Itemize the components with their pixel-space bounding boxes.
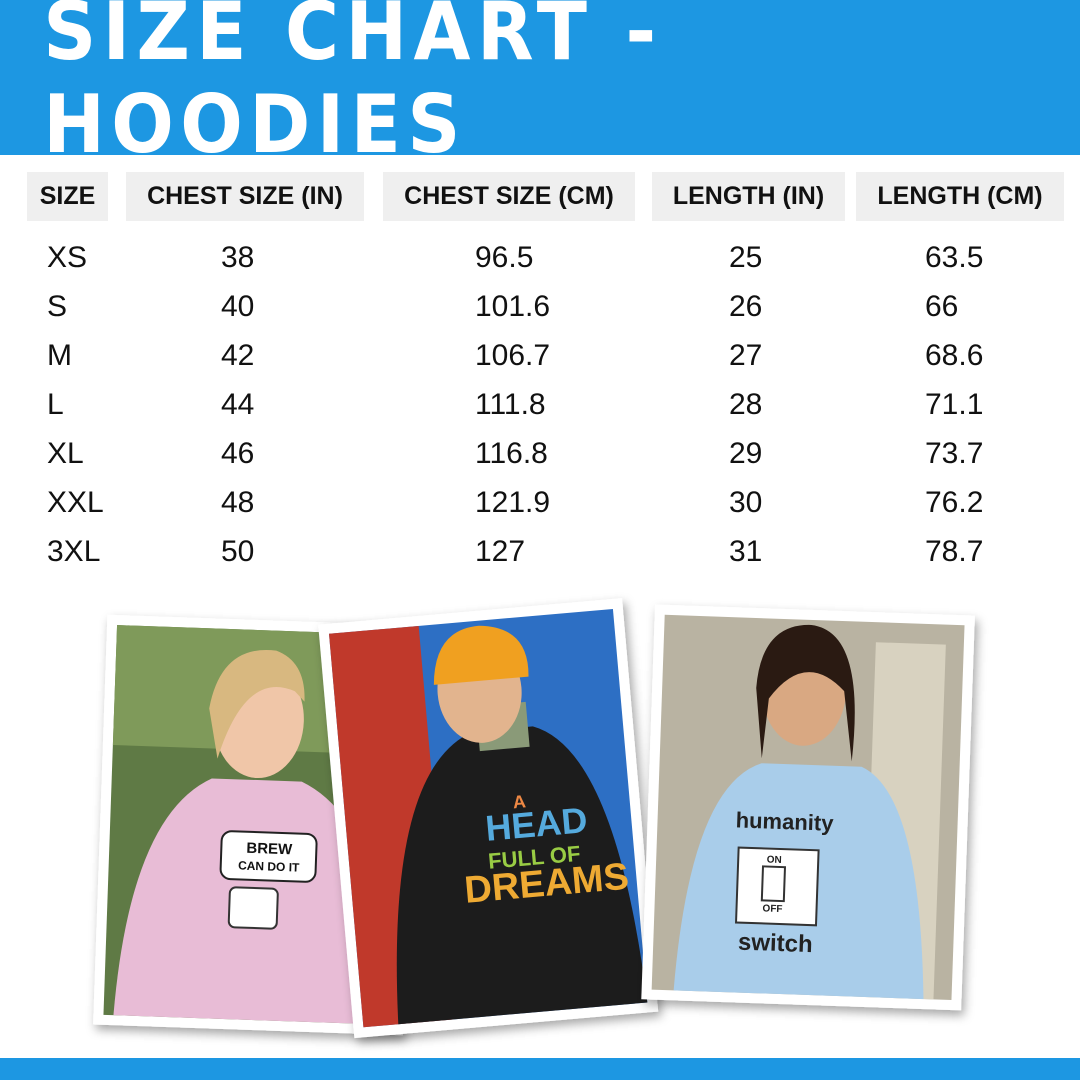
hoodie-print: humanity xyxy=(735,807,834,835)
measurement: 71.1 xyxy=(925,388,984,421)
measurement: 42 xyxy=(221,339,255,372)
measurement: 121.9 xyxy=(475,486,551,519)
footer-bar xyxy=(0,1058,1080,1080)
column-header: CHEST SIZE (IN) xyxy=(126,172,364,221)
size-label: XXL xyxy=(47,486,104,519)
measurement: 63.5 xyxy=(925,241,984,274)
measurement: 30 xyxy=(729,486,763,519)
measurement: 29 xyxy=(729,437,763,470)
size-label: XS xyxy=(47,241,88,274)
measurement: 76.2 xyxy=(925,486,984,519)
hoodie-print: A xyxy=(512,791,527,812)
size-label: M xyxy=(47,339,72,372)
measurement: 127 xyxy=(475,535,526,568)
measurement: 26 xyxy=(729,290,763,323)
measurement: 50 xyxy=(221,535,255,568)
measurement: 116.8 xyxy=(475,437,548,470)
column-header: LENGTH (IN) xyxy=(652,172,845,221)
column-header: SIZE xyxy=(27,172,108,221)
hoodie-print: CAN DO IT xyxy=(238,858,300,874)
measurement: 101.6 xyxy=(475,290,551,323)
measurement: 73.7 xyxy=(925,437,984,470)
measurement: 48 xyxy=(221,486,255,519)
hoodie-print: HEAD xyxy=(484,799,589,849)
measurement: 96.5 xyxy=(475,241,534,274)
size-label: XL xyxy=(47,437,84,470)
measurement: 78.7 xyxy=(925,535,984,568)
size-label: S xyxy=(47,290,68,323)
hoodie-print: ON xyxy=(767,855,782,867)
measurement: 44 xyxy=(221,388,255,421)
column-header: LENGTH (CM) xyxy=(856,172,1064,221)
measurement: 66 xyxy=(925,290,959,323)
size-label: 3XL xyxy=(47,535,101,568)
measurement: 27 xyxy=(729,339,763,372)
measurement: 38 xyxy=(221,241,255,274)
measurement: 68.6 xyxy=(925,339,984,372)
measurement: 106.7 xyxy=(475,339,551,372)
measurement: 111.8 xyxy=(475,388,546,421)
column-header: CHEST SIZE (CM) xyxy=(383,172,635,221)
photo-frame: humanity ON OFF switch xyxy=(641,604,975,1011)
title: SIZE CHART - HOODIES xyxy=(43,0,663,171)
measurement: 28 xyxy=(729,388,763,421)
hoodie-print: OFF xyxy=(762,903,782,915)
hoodie-print: switch xyxy=(738,929,814,959)
measurement: 40 xyxy=(221,290,255,323)
measurement: 25 xyxy=(729,241,763,274)
header-bar: SIZE CHART - HOODIES xyxy=(0,0,1080,171)
measurement: 31 xyxy=(729,535,763,568)
hoodie-print: BREW xyxy=(246,840,293,859)
measurement: 46 xyxy=(221,437,255,470)
size-label: L xyxy=(47,388,64,421)
